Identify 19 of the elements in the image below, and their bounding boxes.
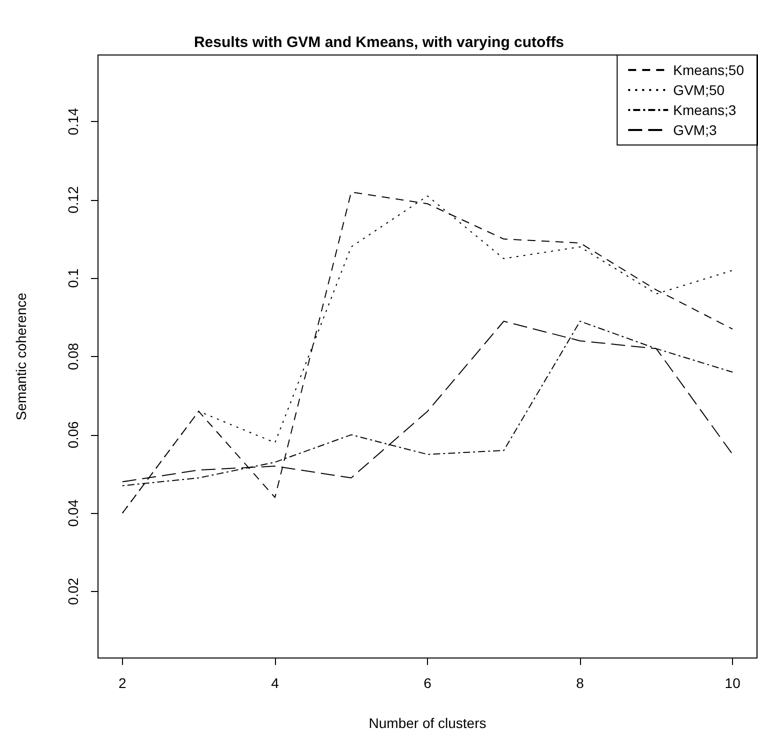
y-axis-title: Semantic coherence [13, 292, 29, 420]
legend-label: GVM;50 [673, 82, 725, 98]
x-tick-label: 6 [424, 675, 432, 691]
legend-label: Kmeans;50 [673, 62, 744, 78]
chart-title: Results with GVM and Kmeans, with varying cutoffs [194, 34, 564, 51]
x-axis-title: Number of clusters [368, 715, 486, 731]
legend-label: Kmeans;3 [673, 102, 736, 118]
y-tick-label: 0.04 [65, 499, 81, 527]
y-tick-label: 0.1 [65, 268, 81, 288]
legend-label: GVM;3 [673, 122, 717, 138]
x-tick-label: 2 [118, 675, 127, 691]
x-tick-label: 10 [724, 675, 741, 691]
y-tick-label: 0.12 [65, 186, 81, 214]
y-tick-label: 0.08 [65, 342, 81, 370]
y-tick-label: 0.02 [65, 578, 81, 606]
x-tick-label: 4 [271, 675, 280, 691]
y-tick-label: 0.06 [65, 420, 81, 448]
x-tick-label: 8 [576, 675, 584, 691]
y-tick-label: 0.14 [65, 108, 81, 136]
